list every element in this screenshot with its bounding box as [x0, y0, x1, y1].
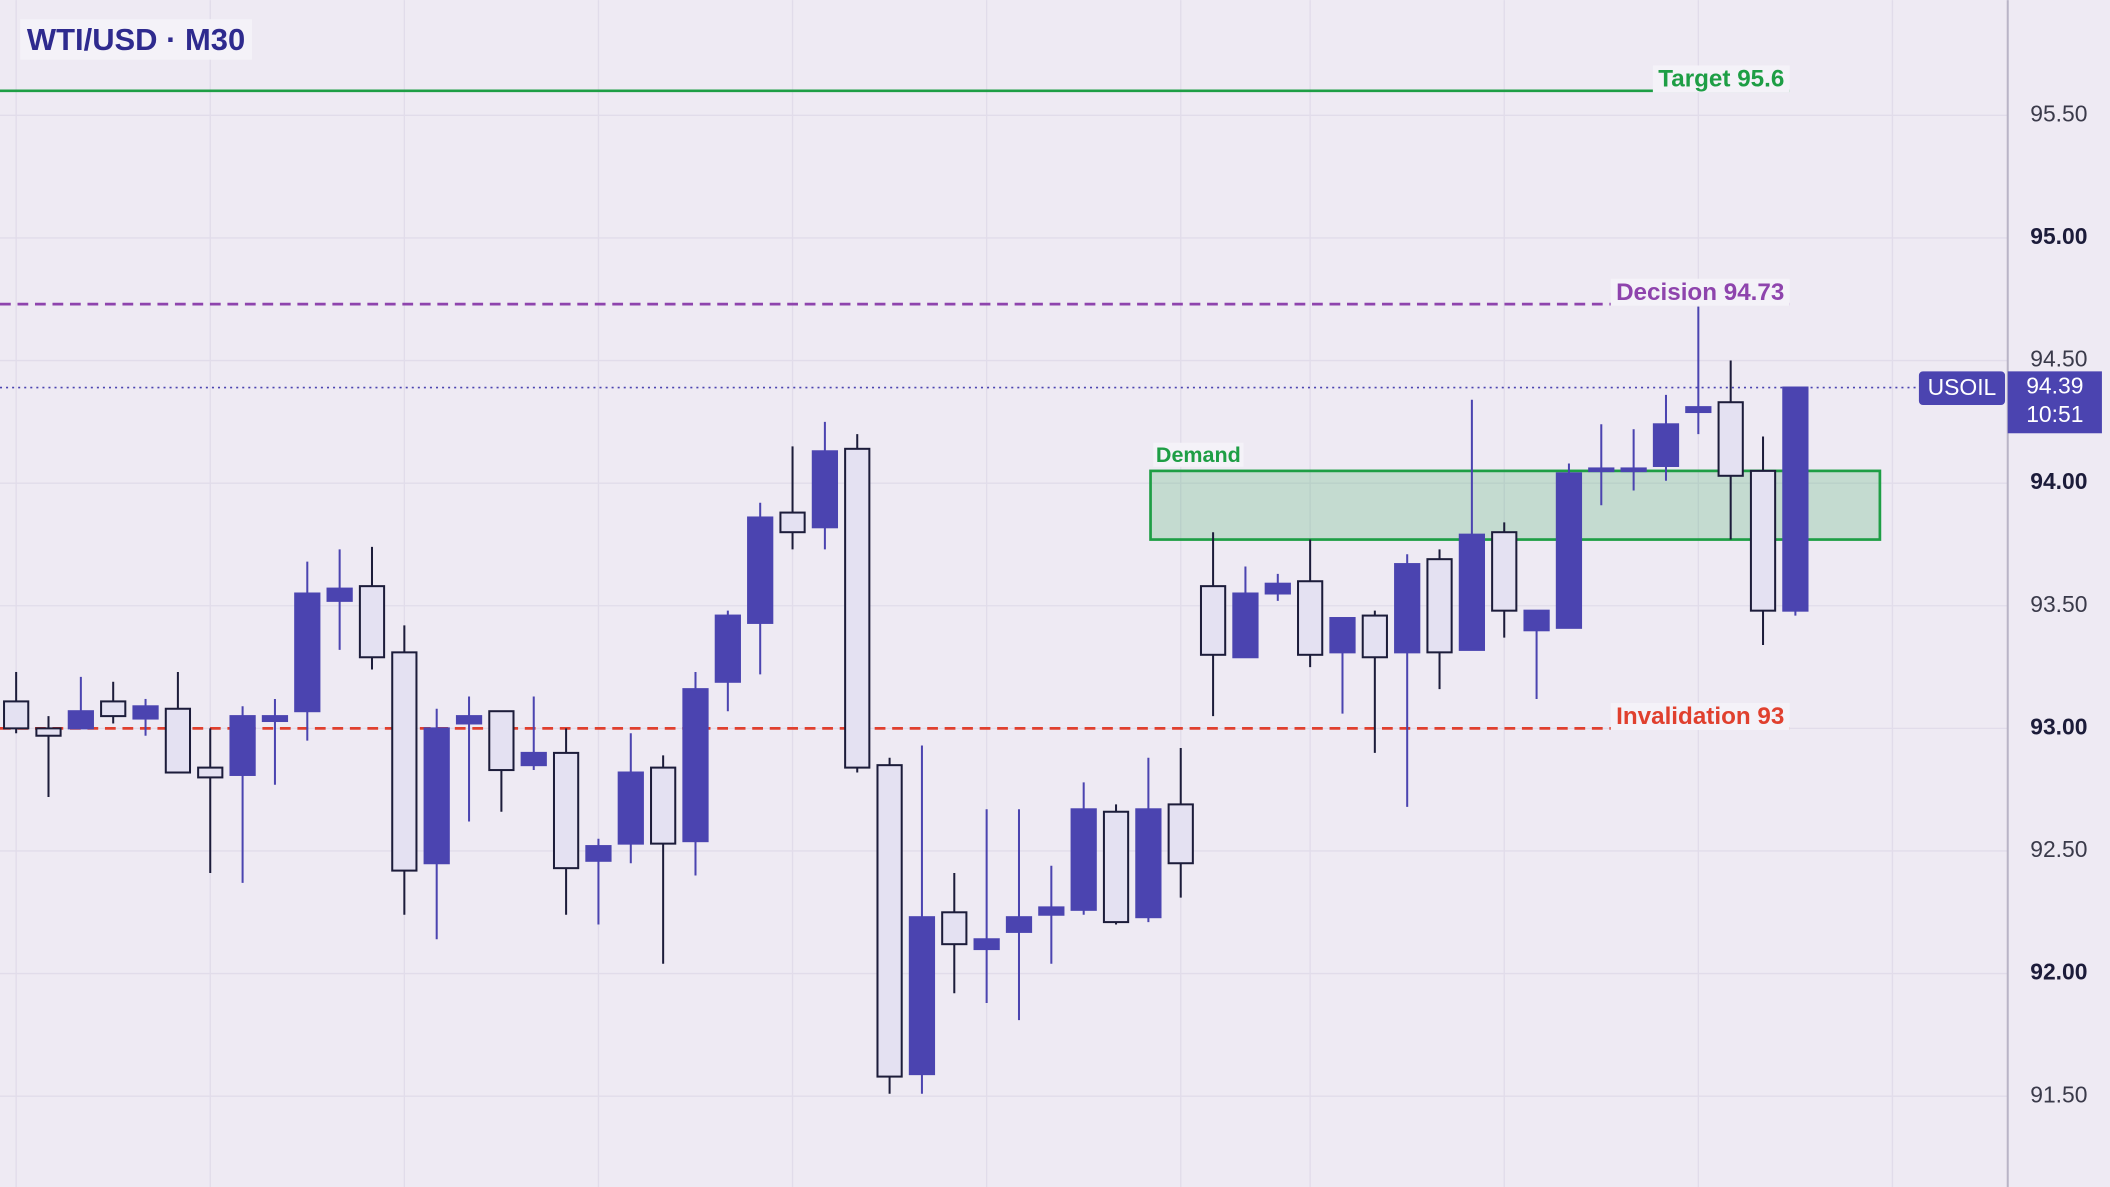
candle-body	[261, 715, 289, 723]
candle-body	[1361, 614, 1388, 659]
y-tick-label: 94.00	[2030, 468, 2087, 494]
candle-body	[811, 450, 839, 529]
candle-body	[1782, 386, 1809, 612]
candle-body	[650, 766, 677, 845]
candle-body	[1685, 406, 1712, 414]
candle-body	[908, 916, 936, 1076]
level-label: Invalidation 93	[1616, 703, 1784, 730]
candle-body	[1458, 533, 1486, 651]
level-label-bg	[1610, 278, 1790, 306]
candle-body	[423, 727, 450, 865]
candle-body	[1167, 803, 1194, 865]
countdown-label: 10:51	[2026, 401, 2083, 427]
candle-body	[1102, 810, 1130, 924]
candle-body	[779, 511, 806, 534]
candle-body	[876, 764, 903, 1078]
candle-body	[1620, 467, 1647, 473]
candle-body	[941, 911, 968, 946]
candle-body	[682, 688, 709, 843]
candle-body	[1652, 423, 1680, 467]
candle-body	[391, 651, 418, 872]
title-bg	[20, 19, 252, 60]
candle-body	[1199, 585, 1227, 656]
chart-title: WTI/USD · M30	[27, 22, 245, 57]
candle-body	[197, 766, 224, 779]
symbol-badge	[1918, 371, 2006, 406]
last-price-label: 94.39	[2026, 373, 2083, 399]
candle-body	[1426, 558, 1453, 654]
candle-body	[229, 715, 256, 776]
y-tick-label: 91.50	[2030, 1081, 2087, 1107]
candle-body	[100, 700, 127, 718]
candle-body	[455, 715, 483, 725]
candle-body	[1555, 472, 1583, 629]
candle-body	[1135, 808, 1162, 919]
y-tick-label: 92.00	[2030, 959, 2087, 985]
candle-body	[1038, 906, 1065, 916]
y-tick-label: 94.50	[2030, 346, 2087, 372]
level-label-bg	[1652, 65, 1790, 93]
zone-label-bg	[1153, 442, 1244, 467]
level-label: Target 95.6	[1658, 65, 1784, 92]
y-tick-label: 93.50	[2030, 591, 2087, 617]
candle-body	[1717, 401, 1744, 477]
candle-body	[617, 771, 644, 845]
candle-body	[1070, 808, 1097, 911]
candle-body	[35, 727, 62, 737]
candle-body	[1749, 469, 1777, 612]
candle-body	[1523, 609, 1550, 632]
y-tick-label: 93.00	[2030, 713, 2087, 739]
candle-body	[326, 587, 353, 602]
candle-body	[844, 447, 871, 769]
candle-body	[358, 585, 386, 659]
candle-body	[67, 710, 94, 730]
candle-body	[714, 614, 741, 683]
candle-body	[973, 938, 1000, 951]
candle-body	[1264, 582, 1291, 595]
candle-body	[294, 592, 321, 713]
candle-body	[1394, 563, 1421, 654]
y-tick-label: 92.50	[2030, 836, 2087, 862]
candle-body	[1491, 531, 1518, 612]
candle-body	[747, 516, 774, 624]
level-label-bg	[1610, 702, 1790, 730]
candle-body	[3, 700, 30, 730]
candle-body	[132, 705, 159, 720]
price-badge	[2007, 371, 2102, 434]
candle-body	[488, 710, 515, 772]
zone-label: Demand	[1156, 443, 1241, 467]
candle-body	[520, 751, 547, 767]
candle-body	[1005, 916, 1033, 933]
candle-body	[552, 751, 580, 870]
candle-body	[1329, 617, 1356, 654]
candle-body	[585, 845, 612, 862]
level-label: Decision 94.73	[1616, 279, 1784, 306]
y-tick-label: 95.50	[2030, 100, 2087, 126]
symbol-label: USOIL	[1928, 374, 1997, 400]
candle-body	[164, 707, 192, 774]
candle-body	[1588, 467, 1615, 473]
y-tick-label: 95.00	[2030, 223, 2087, 249]
candle-body	[1297, 580, 1324, 656]
candle-body	[1232, 592, 1259, 659]
